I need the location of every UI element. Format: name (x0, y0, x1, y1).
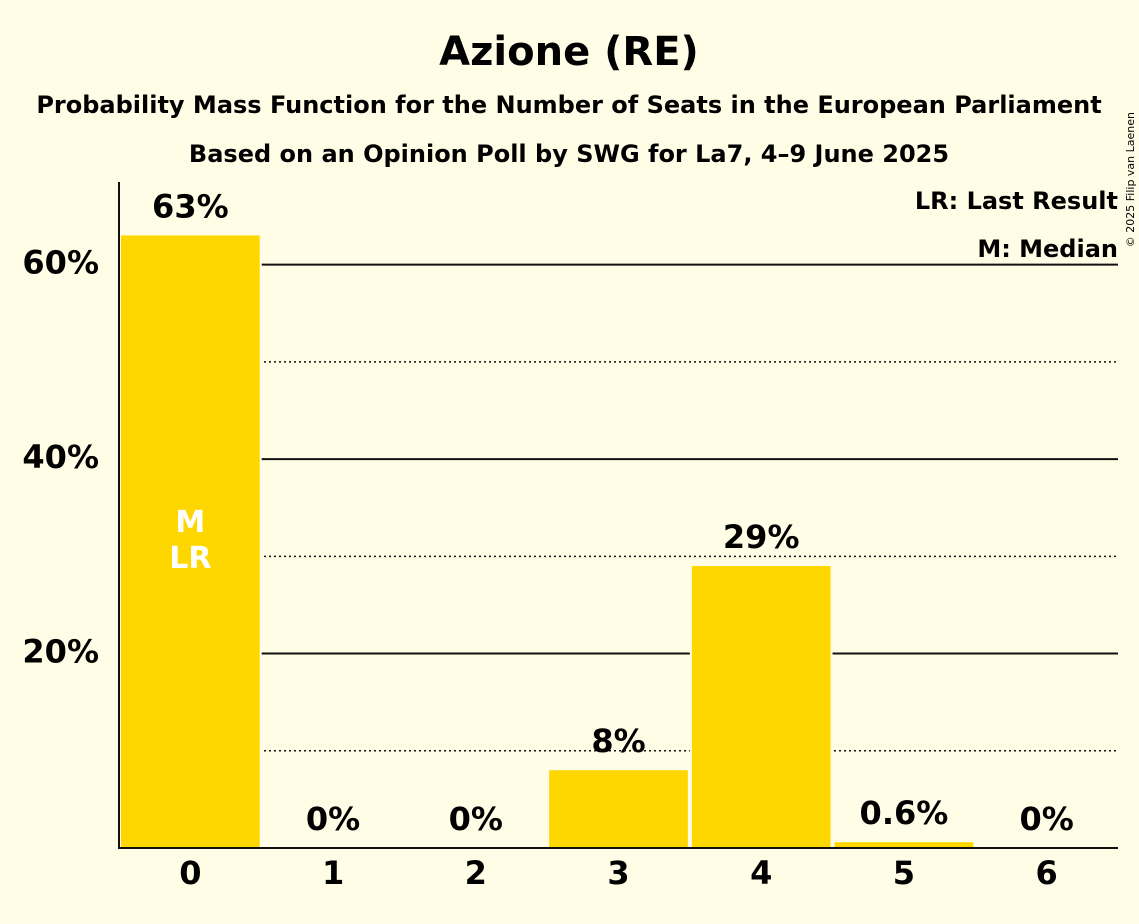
chart-subtitle-source: Based on an Opinion Poll by SWG for La7,… (189, 140, 949, 168)
value-label-0: 63% (152, 187, 229, 225)
x-tick-5: 5 (893, 854, 915, 892)
bar-0 (121, 235, 260, 848)
bar-4 (691, 566, 831, 848)
bar-3 (549, 770, 688, 848)
value-label-6: 0% (1019, 800, 1073, 838)
y-tick-40%: 40% (22, 438, 99, 476)
gridlines (119, 263, 1118, 752)
value-label-3: 8% (591, 722, 645, 760)
legend-last-result: LR: Last Result (915, 187, 1118, 215)
value-label-2: 0% (449, 800, 503, 838)
value-label-1: 0% (306, 800, 360, 838)
x-tick-3: 3 (607, 854, 629, 892)
value-label-4: 29% (723, 518, 800, 556)
last-result-marker: LR (169, 541, 211, 576)
x-tick-6: 6 (1036, 854, 1058, 892)
chart-subtitle: Probability Mass Function for the Number… (36, 91, 1101, 119)
bars (119, 233, 976, 848)
x-tick-2: 2 (465, 854, 487, 892)
y-tick-20%: 20% (22, 633, 99, 671)
median-marker: M (175, 505, 205, 540)
labels: 63% 0 0% 1 0% 2 8% 3 29% 4 0.6% 5 0% 6 MLR 20% 40% 60% (22, 187, 1073, 892)
x-tick-0: 0 (179, 854, 201, 892)
x-tick-1: 1 (322, 854, 344, 892)
x-tick-4: 4 (750, 854, 772, 892)
chart-title: Azione (RE) (439, 29, 699, 75)
value-label-5: 0.6% (860, 794, 949, 832)
copyright-text: © 2025 Filip van Laenen (1124, 112, 1137, 247)
y-tick-60%: 60% (22, 244, 99, 282)
bar-5 (834, 842, 974, 848)
legend-median: M: Median (977, 235, 1118, 263)
